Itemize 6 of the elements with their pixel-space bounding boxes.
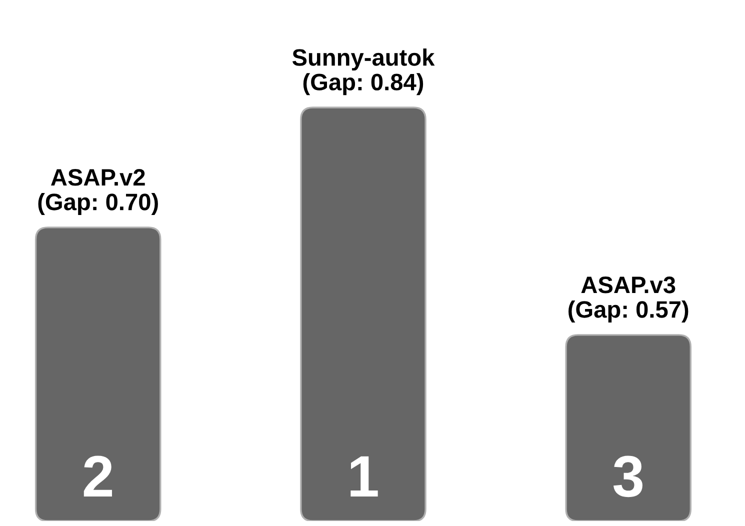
x-tick-label: Sunny-autok (Gap: 0.84): [292, 48, 435, 96]
x-tick-label: ASAP.v2 (Gap: 0.70): [38, 169, 158, 216]
annotation: 3: [613, 456, 642, 498]
annotation: 2: [84, 456, 112, 496]
annotation: 1: [350, 456, 378, 496]
x-tick-label: ASAP.v3 (Gap: 0.57): [568, 276, 688, 323]
